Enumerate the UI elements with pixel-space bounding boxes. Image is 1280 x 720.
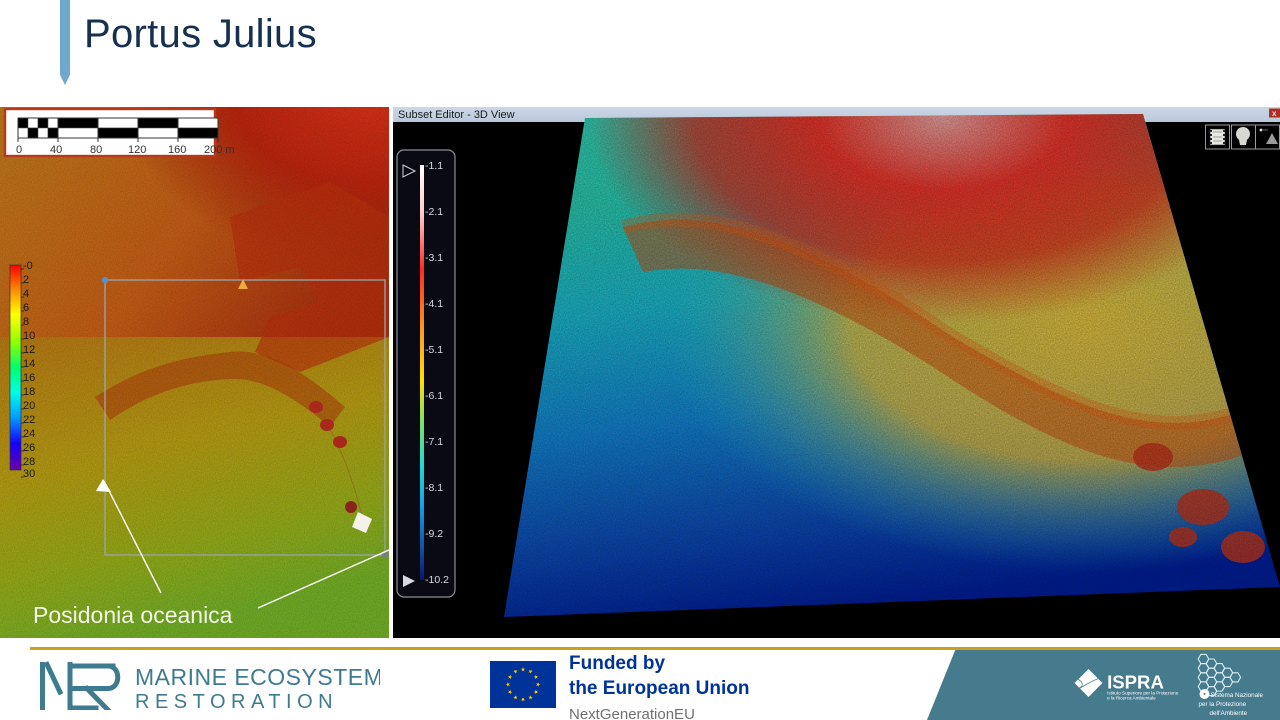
svg-text:ISPRA: ISPRA bbox=[1107, 671, 1164, 692]
svg-text:12: 12 bbox=[23, 344, 35, 356]
svg-text:Subset Editor - 3D View: Subset Editor - 3D View bbox=[398, 109, 515, 121]
svg-text:16: 16 bbox=[23, 372, 35, 384]
svg-text:20: 20 bbox=[23, 400, 35, 412]
svg-text:e la Ricerca Ambientale: e la Ricerca Ambientale bbox=[1107, 695, 1156, 700]
svg-text:6: 6 bbox=[23, 302, 29, 314]
svg-text:14: 14 bbox=[23, 358, 35, 370]
svg-text:-8.1: -8.1 bbox=[425, 482, 443, 494]
svg-text:28: 28 bbox=[23, 456, 35, 468]
svg-text:30: 30 bbox=[23, 468, 35, 480]
svg-text:22: 22 bbox=[23, 414, 35, 426]
svg-text:-7.1: -7.1 bbox=[425, 436, 443, 448]
svg-text:RESTORATION: RESTORATION bbox=[135, 691, 338, 710]
svg-text:160: 160 bbox=[168, 144, 186, 156]
svg-text:40: 40 bbox=[50, 144, 62, 156]
svg-text:-1.1: -1.1 bbox=[425, 160, 443, 172]
svg-text:-0: -0 bbox=[23, 260, 33, 272]
svg-text:80: 80 bbox=[90, 144, 102, 156]
svg-text:10: 10 bbox=[23, 330, 35, 342]
svg-text:x: x bbox=[1272, 109, 1277, 118]
svg-text:-10.2: -10.2 bbox=[425, 574, 449, 586]
svg-text:24: 24 bbox=[23, 428, 35, 440]
svg-text:dell'Ambiente: dell'Ambiente bbox=[1210, 710, 1248, 715]
svg-text:per la Protezione: per la Protezione bbox=[1199, 701, 1247, 708]
svg-text:2: 2 bbox=[23, 274, 29, 286]
svg-text:MARINE ECOSYSTEM: MARINE ECOSYSTEM bbox=[135, 664, 380, 690]
svg-text:4: 4 bbox=[23, 288, 29, 300]
svg-text:-9.2: -9.2 bbox=[425, 528, 443, 540]
svg-text:200 m: 200 m bbox=[204, 144, 235, 156]
svg-text:26: 26 bbox=[23, 442, 35, 454]
svg-text:-6.1: -6.1 bbox=[425, 390, 443, 402]
svg-text:-5.1: -5.1 bbox=[425, 344, 443, 356]
svg-text:18: 18 bbox=[23, 386, 35, 398]
svg-text:-4.1: -4.1 bbox=[425, 298, 443, 310]
svg-text:0: 0 bbox=[16, 144, 22, 156]
svg-text:8: 8 bbox=[23, 316, 29, 328]
svg-text:-2.1: -2.1 bbox=[425, 206, 443, 218]
svg-text:Posidonia oceanica: Posidonia oceanica bbox=[33, 602, 233, 628]
svg-text:120: 120 bbox=[128, 144, 146, 156]
svg-text:Sistema Nazionale: Sistema Nazionale bbox=[1211, 692, 1264, 699]
svg-text:-3.1: -3.1 bbox=[425, 252, 443, 264]
